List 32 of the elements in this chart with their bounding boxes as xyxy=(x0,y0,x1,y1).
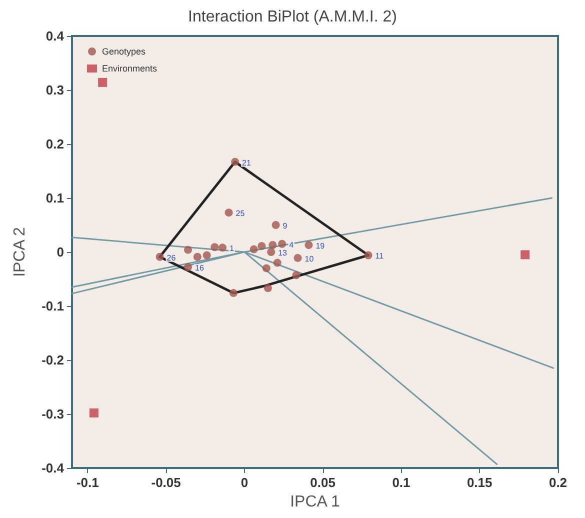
annotation: 19 xyxy=(316,241,326,250)
annotation: 26 xyxy=(166,253,176,262)
y-tick-label: 0.4 xyxy=(46,28,65,44)
annotation: 4 xyxy=(289,240,294,250)
annotation: 16 xyxy=(195,264,204,273)
y-tick-label: 0.3 xyxy=(46,82,64,98)
y-tick-label: 0 xyxy=(56,244,64,260)
x-axis-title: IPCA 1 xyxy=(290,494,340,510)
y-tick-label: -0.4 xyxy=(42,460,65,476)
legend-label: Genotypes xyxy=(102,46,146,56)
y-axis-title: IPCA 2 xyxy=(12,227,28,277)
annotation: 21 xyxy=(242,158,252,168)
x-tick-label: 0.05 xyxy=(310,475,336,490)
y-tick-label: 0.2 xyxy=(46,136,64,152)
x-tick-label: -0.05 xyxy=(151,475,181,490)
annotation: 25 xyxy=(236,209,246,218)
y-tick-label: -0.2 xyxy=(42,352,64,368)
chart-title: Interaction BiPlot (A.M.M.I. 2) xyxy=(188,8,397,26)
x-tick-label: -0.1 xyxy=(76,475,99,490)
annotation: 10 xyxy=(304,254,314,264)
y-tick-label: -0.1 xyxy=(42,298,64,314)
annotation: 13 xyxy=(278,248,288,258)
x-tick-label: 0.15 xyxy=(466,475,492,490)
x-tick-label: 0 xyxy=(240,475,248,490)
annotation: 1 xyxy=(230,244,235,254)
legend-label: Environments xyxy=(102,64,158,74)
y-tick-label: 0.1 xyxy=(46,190,64,206)
annotation: 11 xyxy=(375,252,384,261)
x-tick-label: 0.1 xyxy=(392,475,410,490)
annotation: 9 xyxy=(282,222,288,230)
y-tick-label: -0.3 xyxy=(42,406,64,422)
x-tick-label: 0.2 xyxy=(548,475,568,490)
